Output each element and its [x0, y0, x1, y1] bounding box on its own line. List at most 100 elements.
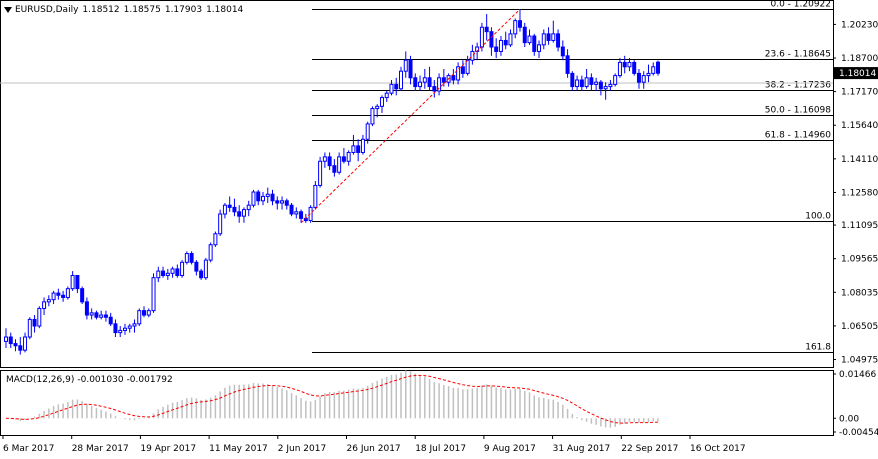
candle-body [142, 310, 147, 316]
current-price-label: 1.18014 [839, 69, 876, 79]
candle-body [418, 81, 423, 88]
price-tick-label: 1.08035 [841, 288, 878, 298]
candle-body [118, 329, 123, 334]
candle-body [532, 35, 537, 52]
candle-body [437, 77, 442, 92]
candle-body [408, 59, 413, 79]
candle-body [103, 314, 108, 318]
candle-body [617, 61, 622, 77]
candle-body [99, 314, 104, 318]
fibonacci-levels[interactable]: 0.0 - 1.20922 23.6 - 1.18645 38.2 - 1.1723… [312, 0, 833, 353]
candle-body [565, 55, 570, 74]
candle-body [479, 26, 484, 48]
candle-body [346, 151, 351, 162]
candle-body [208, 244, 213, 261]
candle-body [513, 20, 518, 35]
candle-body [522, 26, 527, 44]
candle-body [375, 105, 380, 110]
candle-body [89, 312, 94, 316]
candle-body [399, 70, 404, 90]
candle-body [351, 145, 356, 153]
candle-body [498, 39, 503, 52]
candle-body [484, 26, 489, 33]
time-tick-label: 16 Oct 2017 [690, 444, 746, 454]
candle-body [651, 66, 656, 74]
candle-body [146, 310, 151, 316]
fib-level-label: 61.8 - 1.14960 [765, 131, 831, 141]
candle-body [180, 261, 185, 276]
candle-body [284, 200, 289, 206]
candle-body [441, 77, 446, 83]
price-tick-label: 1.14110 [841, 155, 878, 165]
candle-body [23, 336, 28, 351]
candle-body [579, 79, 584, 88]
candle-body [199, 270, 204, 279]
candle-body [32, 318, 37, 327]
candle-body [613, 75, 618, 85]
candle-body [537, 44, 542, 52]
candle-body [546, 33, 551, 41]
close-value: 1.18014 [206, 5, 244, 15]
macd-axis: 0.01466 0.00 -0.004545 [833, 370, 878, 438]
candle-body [80, 288, 85, 303]
candle-body [337, 156, 342, 173]
macd-title-row: MACD(12,26,9) -0.001030 -0.001792 [6, 375, 176, 385]
candle-body [256, 191, 261, 202]
candle-body [4, 336, 8, 342]
candle-body [646, 72, 651, 77]
macd-pane-border [0, 370, 834, 436]
price-axis: 1.20230 1.18700 1.17170 1.15640 1.14110 1.125… [833, 20, 878, 366]
candle-body [251, 191, 256, 206]
candle-body [275, 200, 280, 204]
macd-indicator [5, 370, 659, 428]
candle-body [299, 211, 304, 219]
dropdown-triangle-icon[interactable] [4, 6, 12, 13]
candle-body [37, 307, 42, 327]
candle-body [246, 204, 251, 211]
fib-level-label: 161.8 [805, 343, 831, 353]
candle-body [427, 77, 432, 88]
candle-body [75, 274, 80, 290]
candle-body [422, 77, 427, 83]
candle-body [384, 92, 389, 99]
candle-body [656, 61, 660, 74]
candle-body [503, 39, 508, 46]
high-value: 1.18575 [123, 5, 161, 15]
candle-body [194, 261, 199, 272]
candle-body [456, 66, 461, 81]
symbol-label: EURUSD,Daily [15, 5, 79, 15]
trendline-segment [300, 8, 521, 224]
candle-body [203, 259, 208, 279]
price-tick-label: 1.09565 [841, 255, 878, 265]
candle-body [156, 270, 161, 279]
fib-trendline[interactable] [300, 8, 521, 224]
candle-body [318, 160, 323, 186]
candle-body [322, 156, 327, 162]
time-tick-label: 18 Jul 2017 [415, 444, 466, 454]
candle-body [494, 46, 499, 52]
candle-body [403, 59, 408, 72]
candle-body [94, 312, 99, 318]
candle-body [46, 299, 51, 303]
candle-body [608, 83, 613, 88]
price-tick-label: 1.15640 [841, 121, 878, 131]
candle-body [527, 35, 532, 44]
candle-body [27, 318, 32, 338]
candle-body [289, 204, 294, 215]
time-tick-label: 28 Mar 2017 [72, 444, 129, 454]
candle-body [641, 75, 646, 83]
candle-body [260, 195, 265, 202]
macd-signal-value: -0.001792 [126, 375, 173, 385]
candle-body [489, 31, 494, 48]
candle-body [432, 86, 437, 92]
price-tick-label: 1.17170 [841, 88, 878, 98]
candle-body [170, 268, 175, 274]
candle-body [84, 301, 89, 316]
candle-body [356, 145, 361, 153]
candle-body [394, 83, 399, 90]
candle-body [470, 50, 475, 61]
fib-level-label: 23.6 - 1.18645 [765, 50, 831, 60]
candle-body [370, 108, 375, 125]
chart-title-row: EURUSD,Daily 1.18512 1.18575 1.17903 1.18014 [4, 5, 247, 15]
